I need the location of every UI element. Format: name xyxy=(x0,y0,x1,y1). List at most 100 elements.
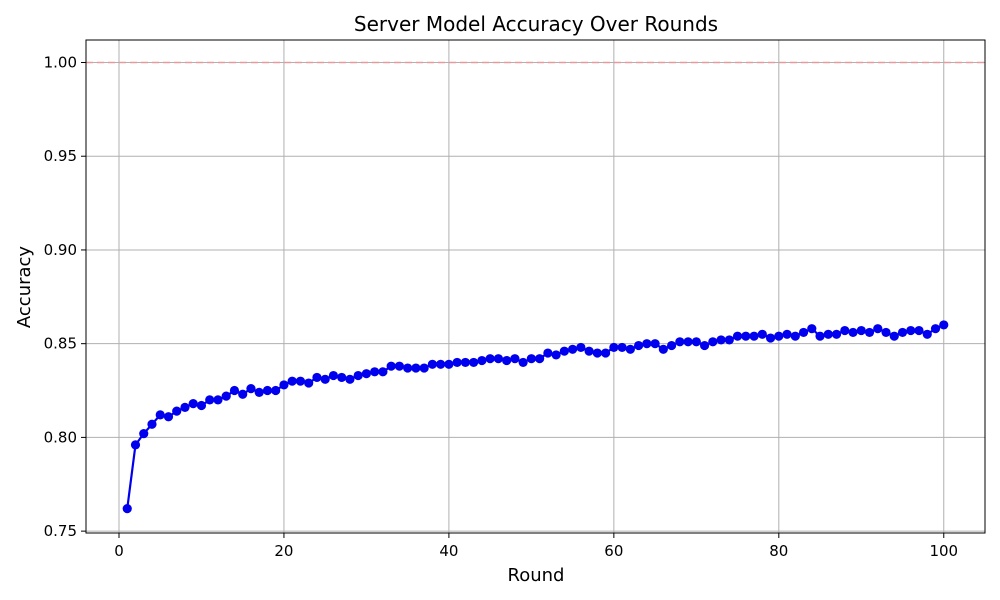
data-point xyxy=(386,361,396,371)
plot-frame xyxy=(85,39,986,534)
data-point xyxy=(798,327,809,338)
data-point xyxy=(196,400,207,411)
series-layer xyxy=(122,320,949,514)
data-point xyxy=(658,344,668,354)
data-point xyxy=(353,370,363,381)
data-point xyxy=(304,378,314,388)
chart-title: Server Model Accuracy Over Rounds xyxy=(354,12,718,36)
x-tick-layer: 0 20 40 60 80 100 xyxy=(114,533,958,560)
data-point xyxy=(939,320,949,330)
data-point xyxy=(716,335,726,345)
grid-layer xyxy=(86,40,985,533)
data-point xyxy=(699,340,710,351)
data-point xyxy=(823,329,833,339)
data-point xyxy=(568,344,578,354)
data-point xyxy=(403,363,413,373)
data-point xyxy=(262,385,273,396)
data-point xyxy=(427,359,438,369)
data-point xyxy=(675,337,685,347)
data-point xyxy=(518,357,528,368)
data-point xyxy=(295,376,306,386)
data-point xyxy=(452,357,462,368)
data-point xyxy=(139,429,149,439)
data-point xyxy=(906,325,916,336)
data-point xyxy=(873,324,883,334)
data-point xyxy=(172,406,182,416)
data-point xyxy=(666,340,677,351)
data-point xyxy=(535,354,545,364)
data-point xyxy=(312,372,322,383)
data-point xyxy=(782,329,792,339)
data-point xyxy=(411,363,421,373)
data-point xyxy=(848,327,858,338)
data-point xyxy=(790,331,800,341)
data-point xyxy=(683,337,693,347)
data-point xyxy=(526,354,536,364)
data-point xyxy=(559,346,569,356)
data-point xyxy=(807,324,817,334)
data-point xyxy=(922,329,932,339)
x-tick-label: 20 xyxy=(274,542,293,560)
data-point xyxy=(271,385,281,396)
data-point xyxy=(444,359,454,369)
data-point xyxy=(774,331,784,341)
y-axis-label: Accuracy xyxy=(14,246,35,329)
data-point xyxy=(765,333,776,343)
data-point xyxy=(881,327,891,338)
series-line xyxy=(126,323,945,509)
data-point xyxy=(757,329,767,339)
data-point xyxy=(221,391,231,401)
data-point xyxy=(320,374,330,384)
data-point xyxy=(238,389,248,399)
data-point xyxy=(229,385,240,396)
data-point xyxy=(378,367,388,377)
data-point xyxy=(708,337,718,347)
data-point xyxy=(601,348,611,358)
data-point xyxy=(749,331,759,341)
data-point xyxy=(724,335,734,345)
data-point xyxy=(254,387,264,398)
data-point xyxy=(650,339,660,349)
data-point xyxy=(691,337,701,347)
x-axis-label: Round xyxy=(508,565,565,586)
data-point xyxy=(732,331,743,341)
y-tick-label: 1.00 xyxy=(44,53,77,71)
data-point xyxy=(419,363,429,373)
data-point xyxy=(815,331,825,341)
y-tick-label: 0.80 xyxy=(44,428,77,446)
data-point xyxy=(741,331,751,341)
data-point xyxy=(840,325,850,336)
data-point xyxy=(394,361,405,371)
y-tick-label: 0.90 xyxy=(44,241,77,259)
data-point xyxy=(633,340,644,351)
data-point xyxy=(914,325,924,336)
data-point xyxy=(592,348,602,358)
data-point xyxy=(361,369,372,379)
data-point xyxy=(609,342,619,353)
data-point xyxy=(856,325,866,336)
data-point xyxy=(642,339,652,349)
y-tick-label: 0.95 xyxy=(44,147,77,165)
data-point xyxy=(155,410,165,420)
data-point xyxy=(477,355,487,366)
data-point xyxy=(205,395,215,405)
data-point xyxy=(370,367,380,377)
data-point xyxy=(122,504,132,514)
data-point xyxy=(469,357,479,368)
data-point xyxy=(485,354,495,364)
data-point xyxy=(213,395,223,405)
data-point xyxy=(617,342,627,353)
data-point xyxy=(337,372,347,383)
x-tick-label: 80 xyxy=(769,542,788,560)
data-point xyxy=(831,329,842,339)
data-point xyxy=(576,342,586,353)
data-point xyxy=(279,380,289,390)
data-point xyxy=(551,350,561,360)
data-point xyxy=(493,354,503,364)
data-point xyxy=(864,327,875,338)
x-tick-label: 0 xyxy=(114,542,124,560)
data-point xyxy=(897,327,908,338)
data-point xyxy=(287,376,297,386)
x-tick-label: 40 xyxy=(439,542,458,560)
data-point xyxy=(510,354,520,364)
